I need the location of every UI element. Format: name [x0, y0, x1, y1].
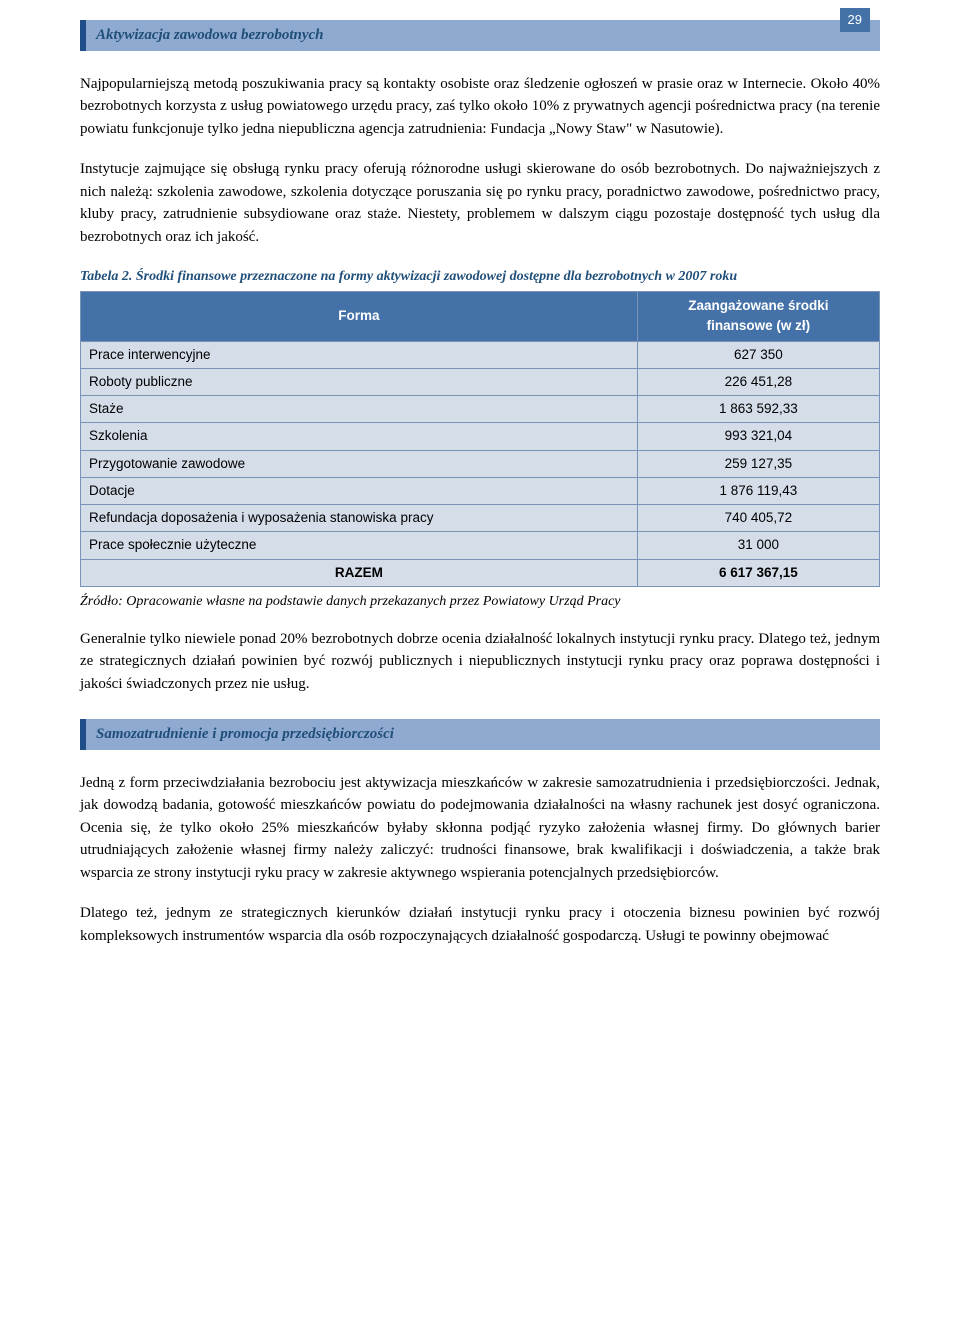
table-header-line2: finansowe (w zł) [707, 318, 811, 333]
table-row: Przygotowanie zawodowe259 127,35 [81, 450, 880, 477]
paragraph-5: Dlatego też, jednym ze strategicznych ki… [80, 902, 880, 947]
table-cell-value: 226 451,28 [637, 368, 879, 395]
funds-table: Forma Zaangażowane środki finansowe (w z… [80, 291, 880, 587]
paragraph-3: Generalnie tylko niewiele ponad 20% bezr… [80, 628, 880, 696]
table-row: Staże1 863 592,33 [81, 396, 880, 423]
table-total-value: 6 617 367,15 [637, 559, 879, 586]
table-cell-value: 740 405,72 [637, 505, 879, 532]
table-header-line1: Zaangażowane środki [688, 298, 828, 313]
paragraph-1: Najpopularniejszą metodą poszukiwania pr… [80, 73, 880, 141]
table-cell-value: 1 863 592,33 [637, 396, 879, 423]
table-row: Prace interwencyjne627 350 [81, 341, 880, 368]
table-cell-label: Dotacje [81, 477, 638, 504]
table-source-note: Źródło: Opracowanie własne na podstawie … [80, 591, 880, 612]
table-row: Dotacje1 876 119,43 [81, 477, 880, 504]
table-cell-label: Prace interwencyjne [81, 341, 638, 368]
table-cell-value: 31 000 [637, 532, 879, 559]
table-cell-label: Przygotowanie zawodowe [81, 450, 638, 477]
table-cell-label: Staże [81, 396, 638, 423]
table-cell-label: Szkolenia [81, 423, 638, 450]
table-cell-label: Prace społecznie użyteczne [81, 532, 638, 559]
table-cell-value: 627 350 [637, 341, 879, 368]
table-cell-label: Roboty publiczne [81, 368, 638, 395]
page-number-badge: 29 [840, 8, 870, 32]
table-header-srodki: Zaangażowane środki finansowe (w zł) [637, 292, 879, 342]
table-header-row: Forma Zaangażowane środki finansowe (w z… [81, 292, 880, 342]
section-header-samozatrudnienie: Samozatrudnienie i promocja przedsiębior… [80, 719, 880, 750]
table-header-forma: Forma [81, 292, 638, 342]
paragraph-4: Jedną z form przeciwdziałania bezrobociu… [80, 772, 880, 885]
section-header-aktywizacja: Aktywizacja zawodowa bezrobotnych [80, 20, 880, 51]
table-row-total: RAZEM6 617 367,15 [81, 559, 880, 586]
table-row: Szkolenia993 321,04 [81, 423, 880, 450]
paragraph-2: Instytucje zajmujące się obsługą rynku p… [80, 158, 880, 248]
table-caption: Tabela 2. Środki finansowe przeznaczone … [80, 266, 880, 287]
table-row: Refundacja doposażenia i wyposażenia sta… [81, 505, 880, 532]
table-row: Prace społecznie użyteczne31 000 [81, 532, 880, 559]
table-cell-value: 993 321,04 [637, 423, 879, 450]
table-cell-label: Refundacja doposażenia i wyposażenia sta… [81, 505, 638, 532]
table-row: Roboty publiczne226 451,28 [81, 368, 880, 395]
table-total-label: RAZEM [81, 559, 638, 586]
table-cell-value: 259 127,35 [637, 450, 879, 477]
table-cell-value: 1 876 119,43 [637, 477, 879, 504]
